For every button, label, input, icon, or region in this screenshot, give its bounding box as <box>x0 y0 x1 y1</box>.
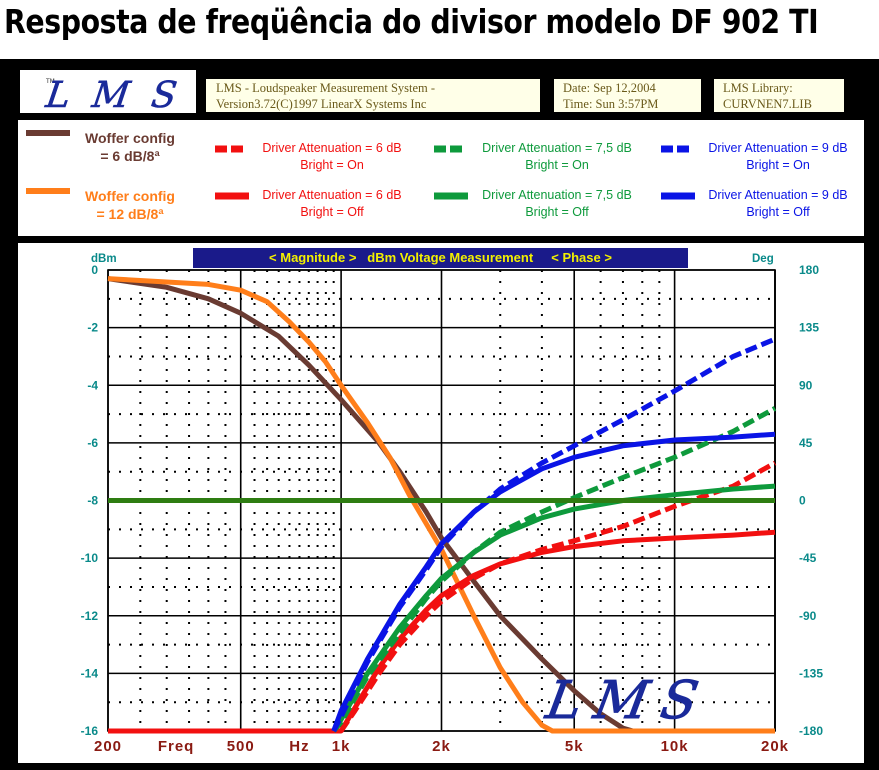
y-tick-label: -8 <box>87 494 98 508</box>
tm-mark: TM <box>45 78 55 85</box>
series-line-green-dashed <box>331 406 777 733</box>
y-tick-label: -10 <box>81 551 99 565</box>
y2-tick-label: 45 <box>799 436 813 450</box>
legend-item-sublabel: Bright = On <box>300 158 364 172</box>
logo-text: LMS <box>43 73 180 113</box>
y-tick-label: -12 <box>81 609 99 623</box>
x-tick-label: 1k <box>332 738 351 755</box>
chart-banner: < Magnitude > dBm Voltage Measurement < … <box>193 248 688 268</box>
response-chart: 0 -2 -4 -6 -8 -10 -12 -14 -16 180 135 90 45 0 -45 -90 -1… <box>81 263 824 755</box>
legend-woofer-6: Woffer config = 6 dB/8ª <box>74 129 186 165</box>
legend-woofer-12-line1: Woffer config <box>85 188 175 204</box>
legend-item-label: Driver Attenuation = 9 dB <box>708 188 848 202</box>
legend: Woffer config = 6 dB/8ª Woffer config = … <box>18 120 864 236</box>
legend-item-sublabel: Bright = On <box>746 158 810 172</box>
time-line: Time: Sun 3:57PM <box>563 97 659 111</box>
chart-panel: 0 -2 -4 -6 -8 -10 -12 -14 -16 180 135 90 45 0 -45 -90 -1… <box>18 243 864 763</box>
legend-item: Driver Attenuation = 6 dB Bright = Off <box>252 187 412 221</box>
legend-item-label: Driver Attenuation = 7,5 dB <box>482 188 632 202</box>
y-tick-label: -16 <box>81 724 99 738</box>
legend-item: Driver Attenuation = 9 dB Bright = On <box>698 140 858 174</box>
system-line1: LMS - Loudspeaker Measurement System - <box>216 81 436 95</box>
legend-item-label: Driver Attenuation = 6 dB <box>262 141 402 155</box>
x-tick-label: 10k <box>661 738 689 755</box>
y2-tick-label: -45 <box>799 551 817 565</box>
system-info-box: LMS - Loudspeaker Measurement System - V… <box>205 78 541 113</box>
chart-axes: 0 -2 -4 -6 -8 -10 -12 -14 -16 180 135 90 45 0 -45 -90 -1… <box>81 263 824 755</box>
legend-item-sublabel: Bright = Off <box>300 205 364 219</box>
y-tick-label: -6 <box>87 436 98 450</box>
chart-series <box>107 276 777 734</box>
x-tick-label: 5k <box>565 738 584 755</box>
date-box: Date: Sep 12,2004 Time: Sun 3:57PM <box>553 78 702 113</box>
library-box: LMS Library: CURVNEN7.LIB <box>713 78 845 113</box>
x-tick-label: 2k <box>432 738 451 755</box>
y2-tick-label: 135 <box>799 321 819 335</box>
y2-tick-label: -135 <box>799 666 823 680</box>
y-tick-label: -4 <box>87 378 98 392</box>
series-line-red-dashed <box>339 460 777 733</box>
legend-woofer-6-line2: = 6 dB/8ª <box>100 148 160 164</box>
left-axis-unit: dBm <box>91 253 117 265</box>
legend-woofer-12-line2: = 12 dB/8ª <box>96 206 164 222</box>
legend-item-label: Driver Attenuation = 7,5 dB <box>482 141 632 155</box>
library-name: CURVNEN7.LIB <box>723 97 812 111</box>
y2-tick-label: -180 <box>799 724 823 738</box>
y2-tick-label: 180 <box>799 263 819 277</box>
series-line-orange-solid <box>107 276 775 734</box>
page-title: Resposta de freqüência do divisor modelo… <box>4 2 819 41</box>
x-tick-label: 200 <box>94 738 122 755</box>
x-tick-label: Hz <box>289 738 309 755</box>
y2-tick-label: 90 <box>799 378 813 392</box>
legend-item-sublabel: Bright = On <box>525 158 589 172</box>
legend-item-label: Driver Attenuation = 6 dB <box>262 188 402 202</box>
lms-logo-icon: TM LMS <box>42 73 180 116</box>
legend-item-sublabel: Bright = Off <box>746 205 810 219</box>
x-tick-label: Freq <box>158 738 195 755</box>
legend-woofer-6-line1: Woffer config <box>85 130 175 146</box>
system-line2: Version3.72(C)1997 LinearX Systems Inc <box>216 97 427 111</box>
legend-item: Driver Attenuation = 7,5 dB Bright = Off <box>471 187 643 221</box>
legend-item: Driver Attenuation = 7,5 dB Bright = On <box>471 140 643 174</box>
legend-woofer-12: Woffer config = 12 dB/8ª <box>74 187 186 223</box>
legend-item: Driver Attenuation = 9 dB Bright = Off <box>698 187 858 221</box>
header-logo-box: TM LMS <box>20 70 196 116</box>
y-tick-label: -2 <box>87 321 98 335</box>
y2-tick-label: -90 <box>799 609 817 623</box>
legend-swatches <box>26 130 695 200</box>
library-label: LMS Library: <box>723 81 793 95</box>
legend-item: Driver Attenuation = 6 dB Bright = On <box>252 140 412 174</box>
lms-watermark-icon: LMS <box>541 670 703 731</box>
legend-item-label: Driver Attenuation = 9 dB <box>708 141 848 155</box>
y-tick-label: 0 <box>91 263 98 277</box>
x-tick-label: 500 <box>227 738 255 755</box>
series-line-brown-solid <box>107 276 775 734</box>
date-line: Date: Sep 12,2004 <box>563 81 656 95</box>
x-tick-label: 20k <box>761 738 789 755</box>
y-tick-label: -14 <box>81 666 99 680</box>
y2-tick-label: 0 <box>799 494 806 508</box>
legend-item-sublabel: Bright = Off <box>525 205 589 219</box>
right-axis-unit: Deg <box>752 253 774 265</box>
